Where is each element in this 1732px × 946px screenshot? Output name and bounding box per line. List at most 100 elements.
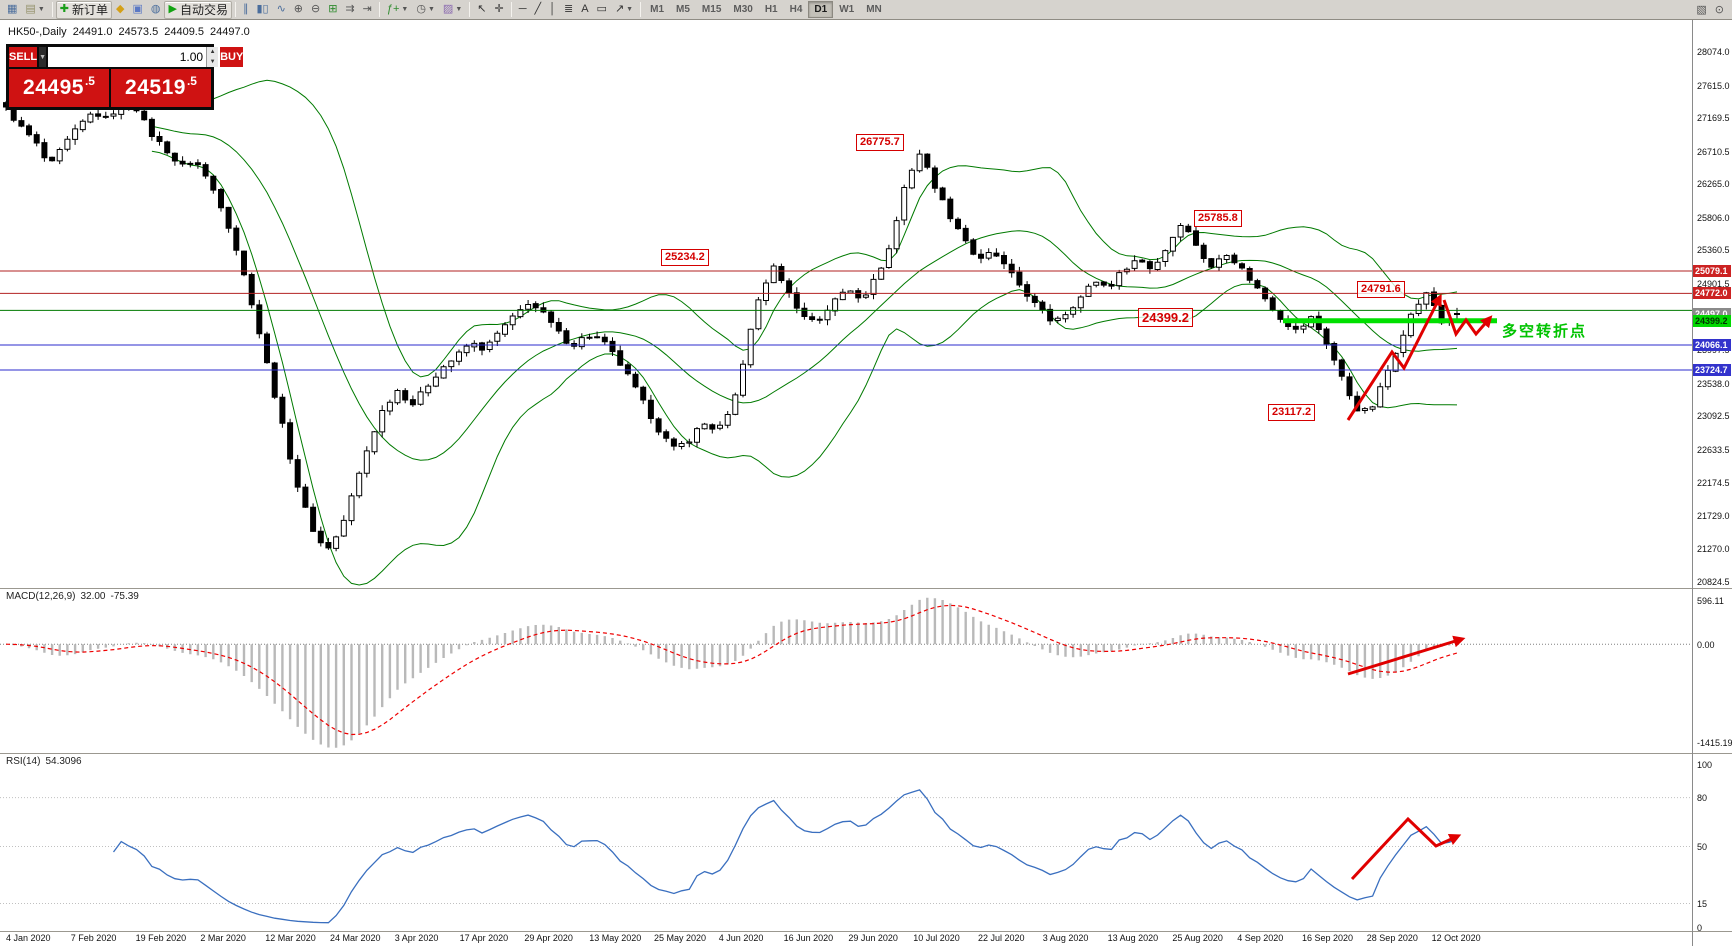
vertical-line-icon[interactable]: │ bbox=[545, 1, 560, 19]
trade-options-caret-icon[interactable]: ▼ bbox=[39, 47, 47, 67]
timeframe-d1[interactable]: D1 bbox=[808, 1, 834, 18]
timeframe-mn[interactable]: MN bbox=[866, 4, 882, 15]
price-annotation[interactable]: 25234.2 bbox=[661, 249, 709, 266]
date-label: 3 Aug 2020 bbox=[1042, 933, 1089, 943]
toolbar-separator bbox=[640, 2, 642, 17]
date-label: 13 May 2020 bbox=[589, 933, 642, 943]
autotrading-button[interactable]: ▶ 自动交易 bbox=[164, 0, 232, 19]
price-tick: 21270.0 bbox=[1697, 544, 1730, 555]
tile-windows-icon[interactable]: ⊞ bbox=[324, 1, 341, 19]
search-icon: ⊙ bbox=[1714, 3, 1724, 16]
strategy-tester-icon[interactable]: ◍ bbox=[147, 1, 165, 19]
timeframe-w1[interactable]: W1 bbox=[839, 4, 855, 15]
timeframe-h4[interactable]: H4 bbox=[789, 4, 803, 15]
annotation-arrows[interactable] bbox=[1346, 293, 1493, 881]
macd-axis-tick: -1415.19 bbox=[1697, 738, 1732, 748]
sell-button[interactable]: SELL bbox=[9, 47, 38, 67]
date-label: 2 Mar 2020 bbox=[200, 933, 246, 943]
date-label: 13 Aug 2020 bbox=[1107, 933, 1159, 943]
price-tick: 23538.0 bbox=[1697, 378, 1730, 389]
bar-chart-icon[interactable]: ∥ bbox=[239, 1, 253, 19]
chart-shift-icon[interactable]: ⇥ bbox=[359, 1, 376, 19]
arrow-main1[interactable] bbox=[1346, 293, 1442, 421]
macd-axis-tick: 0.00 bbox=[1697, 640, 1715, 651]
trendline-icon[interactable]: ╱ bbox=[530, 1, 545, 19]
volume-input[interactable] bbox=[48, 47, 207, 67]
date-label: 28 Sep 2020 bbox=[1366, 933, 1418, 943]
arrow-main2[interactable] bbox=[1442, 299, 1493, 338]
caret-down-icon: ▼ bbox=[626, 6, 634, 13]
dock-panel-icon[interactable]: ▧ bbox=[1692, 1, 1710, 19]
line-chart-icon[interactable]: ∿ bbox=[273, 1, 290, 19]
profiles-icon: ▤ bbox=[25, 3, 36, 15]
price-highlight: 25079.1 bbox=[1693, 264, 1731, 277]
data-window-icon[interactable]: ▣ bbox=[128, 1, 146, 19]
arrow-rsi[interactable] bbox=[1350, 816, 1462, 881]
arrows-tool-icon[interactable]: ↗ ▼ bbox=[611, 1, 637, 19]
close-value: 24497.0 bbox=[209, 26, 250, 38]
search-icon[interactable]: ⊙ bbox=[1711, 1, 1728, 19]
toolbar-separator bbox=[469, 2, 471, 17]
price-tick: 25806.0 bbox=[1697, 212, 1730, 223]
rsi-name: RSI(14) bbox=[6, 756, 41, 767]
profiles-icon[interactable]: ▤ ▼ bbox=[21, 1, 48, 19]
sell-price-button[interactable]: 24495.5 bbox=[9, 69, 109, 107]
dock-panel-icon: ▧ bbox=[1696, 3, 1707, 16]
sell-price-fraction: .5 bbox=[84, 74, 95, 88]
zoom-in-icon[interactable]: ⊕ bbox=[290, 1, 307, 19]
price-highlight: 24772.0 bbox=[1693, 287, 1731, 300]
toolbar-separator bbox=[378, 2, 380, 17]
timeframe-m1[interactable]: M1 bbox=[650, 4, 665, 15]
buy-button[interactable]: BUY bbox=[220, 47, 244, 67]
pivot-note-text[interactable]: 多空转折点 bbox=[1502, 323, 1588, 340]
metaeditor-icon[interactable]: ◆ bbox=[112, 1, 128, 19]
timeframe-m30[interactable]: M30 bbox=[733, 4, 753, 15]
date-label: 12 Mar 2020 bbox=[265, 933, 316, 943]
price-annotation[interactable]: 25785.8 bbox=[1194, 210, 1242, 227]
fibonacci-icon: ≣ bbox=[563, 3, 574, 15]
autotrading-button-label: 自动交易 bbox=[179, 2, 228, 17]
price-tick: 23092.5 bbox=[1697, 411, 1730, 422]
timeframe-h1[interactable]: H1 bbox=[764, 4, 778, 15]
horizontal-lines[interactable] bbox=[0, 270, 1692, 371]
price-annotation[interactable]: 23117.2 bbox=[1268, 404, 1316, 421]
date-label: 17 Apr 2020 bbox=[459, 933, 509, 943]
fibonacci-icon[interactable]: ≣ bbox=[560, 1, 577, 19]
arrow-macd[interactable] bbox=[1347, 635, 1466, 676]
label-icon: ▭ bbox=[596, 3, 607, 15]
rsi-axis-tick: 50 bbox=[1697, 841, 1708, 852]
volume-down-icon[interactable]: ▼ bbox=[207, 57, 219, 67]
macd-name: MACD(12,26,9) bbox=[6, 591, 76, 602]
templates-icon[interactable]: ▨ ▼ bbox=[439, 1, 466, 19]
timeframe-m5[interactable]: M5 bbox=[676, 4, 690, 15]
chart-ohlc-header: HK50-,Daily 24491.0 24573.5 24409.5 24497.0 bbox=[8, 26, 256, 38]
auto-scroll-icon[interactable]: ⇉ bbox=[341, 1, 358, 19]
label-icon[interactable]: ▭ bbox=[593, 1, 611, 19]
date-label: 10 Jul 2020 bbox=[913, 933, 960, 943]
zoom-out-icon[interactable]: ⊖ bbox=[307, 1, 324, 19]
new-order-button[interactable]: ✚ 新订单 bbox=[55, 0, 112, 19]
price-highlight: 23724.7 bbox=[1693, 363, 1731, 376]
indicators-icon[interactable]: ƒ+ ▼ bbox=[383, 1, 412, 19]
toolbar-right-icons: ▧ ⊙ bbox=[1692, 1, 1728, 19]
pane-separators[interactable] bbox=[0, 20, 1732, 946]
zoom-out-icon: ⊖ bbox=[311, 3, 321, 15]
price-annotation[interactable]: 24791.6 bbox=[1357, 281, 1405, 298]
date-label: 4 Sep 2020 bbox=[1237, 933, 1284, 943]
buy-price-button[interactable]: 24519.5 bbox=[111, 69, 211, 107]
periods-icon[interactable]: ◷ ▼ bbox=[412, 1, 439, 19]
rsi-axis-tick: 100 bbox=[1697, 760, 1713, 770]
crosshair-icon[interactable]: ✛ bbox=[490, 1, 507, 19]
price-annotation[interactable]: 26775.7 bbox=[856, 134, 904, 151]
periods-icon: ◷ bbox=[416, 3, 426, 15]
price-tick: 27169.5 bbox=[1697, 113, 1730, 124]
new-chart-icon[interactable]: ▦ bbox=[3, 1, 21, 19]
text-icon[interactable]: A bbox=[577, 1, 592, 19]
volume-up-icon[interactable]: ▲ bbox=[207, 47, 219, 57]
price-annotation[interactable]: 24399.2 bbox=[1138, 308, 1193, 327]
horizontal-line-icon[interactable]: ─ bbox=[515, 1, 531, 19]
timeframe-m15[interactable]: M15 bbox=[701, 4, 722, 15]
candlestick-chart-icon[interactable]: ▮▯ bbox=[252, 1, 272, 19]
cursor-icon[interactable]: ↖ bbox=[473, 1, 490, 19]
